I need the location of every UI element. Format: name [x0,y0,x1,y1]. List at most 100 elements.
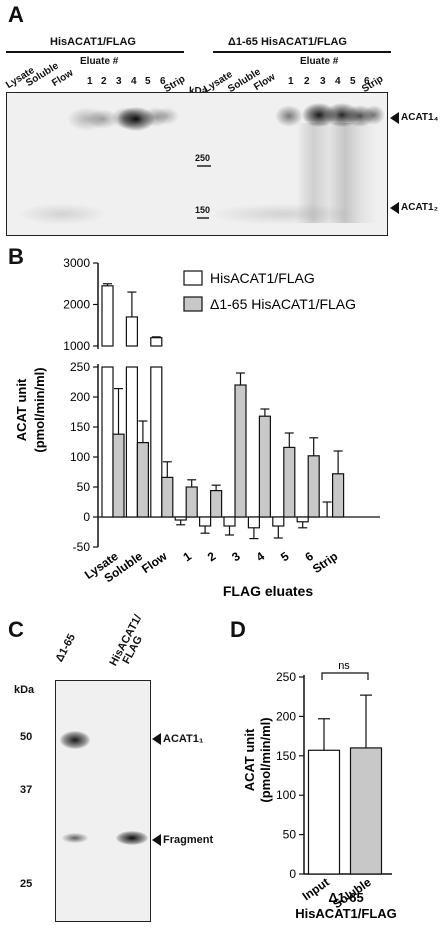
panel-a-eluate-header-right: Eluate # [300,56,339,67]
panel-b-category-label: 4 [254,549,268,564]
panel-d-tick-label: 50 [283,828,297,842]
panel-b-category-label: 3 [229,549,243,564]
panel-a-kda-label: kDa [189,86,207,97]
panel-b-ylabel-1: ACAT unit [14,378,29,441]
panel-a-lane-right: 3 [320,76,326,87]
panel-d-letter: D [230,617,246,642]
panel-b-bar-series-2 [234,384,247,518]
panel-c-band-label-bottom: Fragment [163,834,214,846]
panel-a-band-label-top: ACAT1₄ [401,112,439,123]
panel-b-bar-series-2 [136,442,149,518]
panel-b-bar-series-1-lower [150,366,163,518]
panel-d-tick-label: 150 [276,749,296,763]
panel-b-tick-label-lower: 100 [70,450,90,464]
panel-b-tick-label-lower: 50 [77,480,91,494]
panel-d-tick-label: 0 [289,867,296,881]
panel-b-bar-series-1 [150,337,163,347]
panel-b-tick-label-lower: 0 [83,510,90,524]
panel-a-arrow-top [390,112,399,124]
panel-a-western-blot: 250 150 [6,92,388,236]
panel-b-bar-series-1 [125,316,139,347]
panel-b-bar-series-2 [112,433,125,518]
panel-a-band-label-bottom: ACAT1₂ [401,202,439,213]
panel-b-category-label: 2 [205,549,219,564]
panel-b-tick-label-upper: 3000 [63,256,90,270]
panel-b-tick-label-upper: 2000 [63,298,90,312]
panel-c-letter: C [8,617,24,642]
panel-a-group1-label: HisACAT1/FLAG [50,36,136,48]
panel-a-lane-left: 2 [101,76,107,87]
panel-a-lane-right: 5 [350,76,356,87]
panel-b-tick-label-lower: 150 [70,420,90,434]
panel-d-ylabel-2: (pmol/min/ml) [258,717,273,802]
panel-a-group1-line [6,51,184,53]
panel-d-sig-bracket [321,672,369,680]
panel-b-xlabel: FLAG eluates [223,583,313,599]
panel-b-legend-swatch-2 [183,296,203,312]
panel-b-ylabel-2: (pmol/min/ml) [32,367,47,452]
panel-a-lane-left: 1 [87,76,93,87]
panel-b-legend-label-2: Δ1-65 HisACAT1/FLAG [210,296,356,312]
panel-b-legend-label-1: HisACAT1/FLAG [210,270,315,286]
panel-b-bar-series-1 [199,516,212,527]
panel-a-lane-right: 1 [288,76,294,87]
panel-c-marker-37: 37 [20,784,33,796]
panel-b-bar-series-1 [296,516,309,523]
panel-a-arrow-bottom [390,202,399,214]
panel-a-lane-left: 6 [160,76,166,87]
panel-b-category-label: 5 [278,549,292,564]
panel-b-bar-series-2 [161,476,174,518]
panel-d-tick-label: 100 [276,788,296,802]
panel-b-category-label: 1 [180,549,194,564]
panel-b-category-label: Flow [139,549,170,577]
panel-c-kda-label: kDa [14,684,35,696]
panel-b-bar-series-1-lower [125,366,139,518]
panel-b-bar-series-1 [247,516,260,529]
panel-a-lane-right: 2 [304,76,310,87]
panel-d-category-label: Input [300,875,332,903]
panel-b-bar-series-1 [272,516,285,527]
panel-a-lane-left: 3 [116,76,122,87]
panel-a-marker-250: 250 [195,153,211,163]
panel-a-group2-line [213,51,391,53]
panel-b-bar-series-1-lower [101,366,114,518]
panel-b-letter: B [8,244,24,269]
panel-d-chart: ACAT unit (pmol/min/ml) 250200150100500 … [242,660,397,921]
panel-d-xlabel-2: HisACAT1/FLAG [295,906,397,921]
panel-d-ns: ns [338,660,350,672]
panel-b-category-label: Strip [310,549,340,576]
panel-d-xlabel-1: Δ1-65 [328,890,363,905]
panel-b-bar-series-1 [174,516,187,521]
panel-c-arrow-top [152,733,161,745]
panel-d-ylabel-1: ACAT unit [242,728,257,791]
panel-a-lane-right: 4 [335,76,341,87]
panel-a-eluate-header-left: Eluate # [80,56,119,67]
panel-a-lane-left: 4 [131,76,137,87]
panel-b-tick-label-lower: 250 [70,360,90,374]
panel-a-group2-label: Δ1-65 HisACAT1/FLAG [228,36,347,48]
panel-c-marker-50: 50 [20,731,33,743]
panel-a-letter: A [8,2,24,27]
panel-b-bar-series-2 [210,490,223,518]
panel-d-bar [307,749,341,875]
panel-b-legend-swatch-1 [183,270,203,286]
panel-c-arrow-bottom [152,834,161,846]
panel-b-bar-series-2 [185,486,198,518]
panel-b-bar-series-1 [101,285,114,347]
panel-c-western-blot [55,680,151,922]
panel-b-bar-series-2 [258,415,271,518]
panel-d-bar [349,747,383,875]
panel-b-chart: ACAT unit (pmol/min/ml) 3000200010002502… [14,256,380,599]
panel-b-tick-label-lower: -50 [73,540,91,554]
panel-a-lane-right: 6 [364,76,370,87]
panel-b-bar-series-2 [332,473,345,518]
panel-b-tick-label-lower: 200 [70,390,90,404]
panel-b-tick-label-upper: 1000 [63,339,90,353]
panel-b-bar-series-2 [283,446,296,518]
panel-c-band-label-top: ACAT1₁ [163,733,204,745]
panel-c-lane-1: Δ1-65 [53,631,79,664]
panel-a-lane-left: 5 [145,76,151,87]
panel-c-marker-25: 25 [20,878,33,890]
panel-b-bar-series-2 [307,455,320,518]
panel-b-bar-series-1 [223,516,236,527]
